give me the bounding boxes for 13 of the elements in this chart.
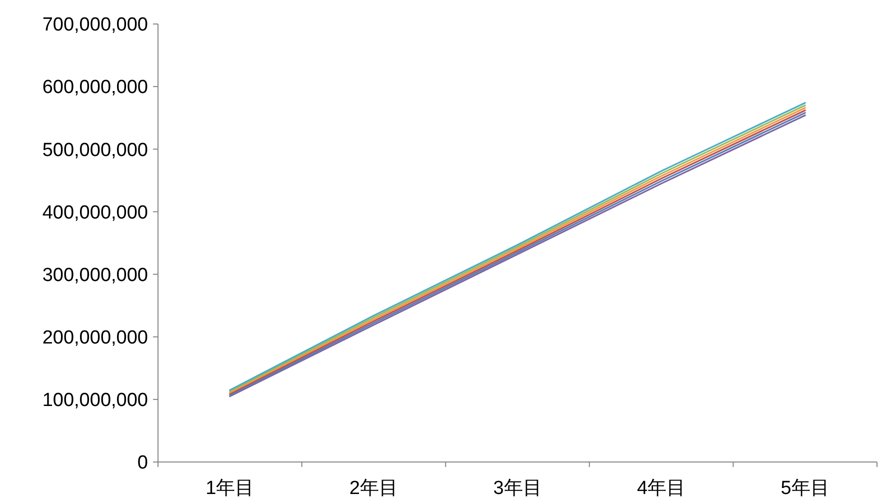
x-tick-label: 4年目 xyxy=(637,478,686,499)
y-tick-label: 200,000,000 xyxy=(42,328,148,349)
x-tick-label: 2年目 xyxy=(349,478,398,499)
x-tick-label: 5年目 xyxy=(780,478,830,499)
x-tick-label: 3年目 xyxy=(493,478,542,499)
y-tick-label: 100,000,000 xyxy=(42,390,148,412)
x-tick-label: 1年目 xyxy=(206,478,254,499)
y-tick-label: 300,000,000 xyxy=(42,264,148,286)
y-tick-label: 500,000,000 xyxy=(42,140,148,161)
y-tick-label: 400,000,000 xyxy=(42,202,148,224)
y-tick-label: 700,000,000 xyxy=(42,14,148,36)
y-tick-label: 600,000,000 xyxy=(42,77,148,98)
y-tick-label: 0 xyxy=(137,452,148,474)
